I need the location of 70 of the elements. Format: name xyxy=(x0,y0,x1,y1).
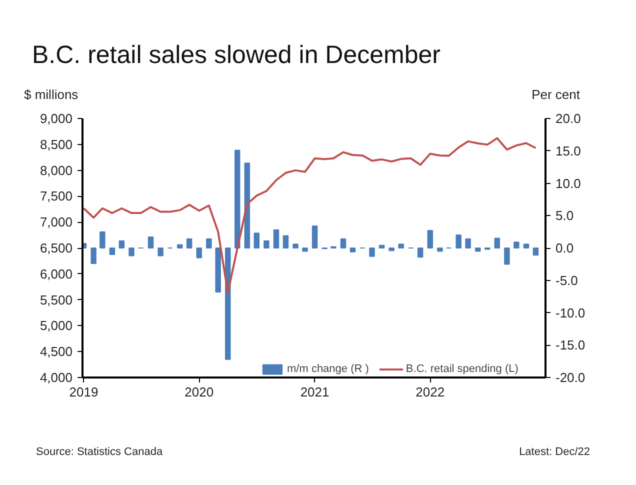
text: Latest: Dec/22 xyxy=(519,445,590,460)
bar xyxy=(398,244,404,248)
bar xyxy=(388,248,394,252)
chart-title: B.C. retail sales slowed in December xyxy=(32,41,440,69)
y-tick-label: 6,000 xyxy=(40,266,73,282)
legend-label: m/m change (R ) xyxy=(287,363,369,375)
bar xyxy=(273,229,280,248)
y2-tick-label: 10.0 xyxy=(556,176,581,191)
y-tick-label: 5,000 xyxy=(40,318,73,334)
y2-tick-label: 15.0 xyxy=(556,143,581,158)
bar xyxy=(244,162,250,248)
bar xyxy=(196,248,202,258)
x-tick-label: 2022 xyxy=(416,384,445,400)
bar xyxy=(176,244,183,248)
bar xyxy=(100,231,106,248)
y2-tick-label: -10.0 xyxy=(556,305,586,320)
bar xyxy=(456,234,462,248)
bar xyxy=(158,248,164,256)
y-tick-label: 5,500 xyxy=(40,292,73,308)
bar xyxy=(282,235,289,248)
y2-tick-label: 0.0 xyxy=(556,240,574,256)
bar xyxy=(350,248,356,252)
y2-tick-label: 5.0 xyxy=(556,208,574,224)
y-tick-label: 8,000 xyxy=(40,162,73,178)
bar xyxy=(514,242,520,248)
source-note: Source: Statistics Canada xyxy=(36,445,163,460)
bar xyxy=(109,248,116,255)
y2-tick-label: -20.0 xyxy=(556,370,586,385)
bar xyxy=(417,248,424,258)
bar xyxy=(378,244,385,248)
bar xyxy=(128,248,134,256)
y-tick-label: 4,000 xyxy=(40,370,73,385)
y-tick-label: 4,500 xyxy=(40,344,73,360)
x-tick-label: 2019 xyxy=(69,384,98,400)
bar xyxy=(340,238,346,248)
bar xyxy=(523,244,530,248)
bar xyxy=(504,248,510,265)
line-series xyxy=(82,137,537,294)
bar xyxy=(369,248,375,257)
bar xyxy=(292,244,298,248)
bar xyxy=(474,248,481,252)
bar xyxy=(532,248,539,256)
x-tick-label: 2021 xyxy=(300,384,330,400)
bar xyxy=(264,240,270,248)
bar xyxy=(206,238,212,248)
bar xyxy=(148,236,154,248)
bar xyxy=(234,150,240,248)
bar xyxy=(465,238,471,248)
y-tick-label: 9,000 xyxy=(40,111,73,126)
bar xyxy=(254,232,260,248)
y-tick-label: 7,000 xyxy=(40,214,73,230)
bar xyxy=(215,248,221,293)
y2-tick-label: -5.0 xyxy=(556,272,578,288)
bar xyxy=(312,225,318,248)
bar xyxy=(186,238,192,248)
x-tick-label: 2020 xyxy=(184,384,214,400)
y2-axis-title: Per cent xyxy=(532,86,580,104)
bar xyxy=(302,248,308,252)
legend-label: B.C. retail spending (L) xyxy=(406,363,518,375)
y2-tick-label: 20.0 xyxy=(556,111,581,126)
y2-tick-label: -15.0 xyxy=(556,338,586,353)
y-axis-title: $ millions xyxy=(24,86,78,104)
y-tick-label: 8,500 xyxy=(40,136,73,152)
bar xyxy=(437,248,443,252)
bar xyxy=(494,238,500,248)
bar xyxy=(90,248,96,264)
bar xyxy=(118,240,125,248)
y-tick-label: 7,500 xyxy=(40,188,73,204)
bar xyxy=(427,230,434,248)
y-tick-label: 6,500 xyxy=(40,240,73,256)
